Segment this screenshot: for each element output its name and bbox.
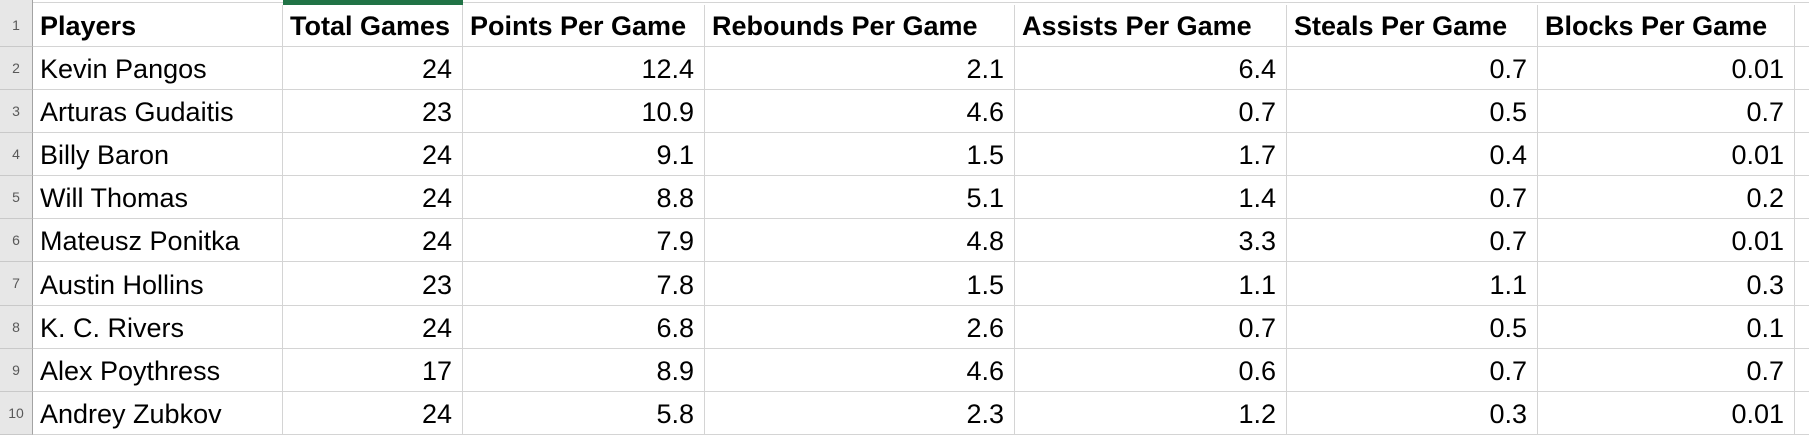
row-number[interactable]: 4 xyxy=(0,133,33,177)
stat-cell[interactable]: 24 xyxy=(283,305,463,349)
stat-cell[interactable]: 0.1 xyxy=(1538,305,1795,349)
stat-cell[interactable]: 1.5 xyxy=(705,262,1015,306)
empty-cell[interactable] xyxy=(1795,133,1809,177)
stat-cell[interactable]: 0.7 xyxy=(1287,219,1538,263)
stat-cell[interactable]: 0.3 xyxy=(1538,262,1795,306)
stat-cell[interactable]: 2.1 xyxy=(705,47,1015,91)
empty-cell[interactable] xyxy=(1795,262,1809,306)
column-header-cell[interactable]: Blocks Per Game xyxy=(1538,5,1795,47)
stat-cell[interactable]: 3.3 xyxy=(1015,219,1287,263)
selected-column-green-indicator xyxy=(283,0,463,5)
stat-cell[interactable]: 0.7 xyxy=(1287,47,1538,91)
stat-cell[interactable]: 12.4 xyxy=(463,47,705,91)
player-name-cell[interactable]: Alex Poythress xyxy=(33,348,283,392)
stat-cell[interactable]: 7.9 xyxy=(463,219,705,263)
column-header-cell[interactable]: Assists Per Game xyxy=(1015,5,1287,47)
stat-cell[interactable]: 24 xyxy=(283,176,463,220)
stat-cell[interactable]: 0.01 xyxy=(1538,133,1795,177)
stat-cell[interactable]: 17 xyxy=(283,348,463,392)
stat-cell[interactable]: 7.8 xyxy=(463,262,705,306)
player-name-cell[interactable]: K. C. Rivers xyxy=(33,305,283,349)
row-number[interactable]: 2 xyxy=(0,47,33,91)
stat-cell[interactable]: 10.9 xyxy=(463,90,705,134)
player-name-cell[interactable]: Kevin Pangos xyxy=(33,47,283,91)
empty-cell[interactable] xyxy=(1795,349,1809,392)
row-number[interactable]: 7 xyxy=(0,262,33,306)
stat-cell[interactable]: 0.3 xyxy=(1287,391,1538,435)
stat-cell[interactable]: 0.5 xyxy=(1287,90,1538,134)
row-number[interactable]: 5 xyxy=(0,176,33,220)
row-header-gutter-top xyxy=(0,0,33,5)
stat-cell[interactable]: 1.5 xyxy=(705,133,1015,177)
stat-cell[interactable]: 24 xyxy=(283,391,463,435)
stat-cell[interactable]: 2.6 xyxy=(705,305,1015,349)
sheet-top-gridline xyxy=(0,2,1809,3)
column-header-cell[interactable]: Players xyxy=(33,5,283,47)
empty-cell[interactable] xyxy=(1795,90,1809,134)
row-number[interactable]: 9 xyxy=(0,348,33,392)
stat-cell[interactable]: 0.7 xyxy=(1538,90,1795,134)
stat-cell[interactable]: 0.7 xyxy=(1015,90,1287,134)
player-name-cell[interactable]: Mateusz Ponitka xyxy=(33,219,283,263)
empty-cell[interactable] xyxy=(1795,5,1809,47)
row-number[interactable]: 3 xyxy=(0,90,33,134)
empty-cell[interactable] xyxy=(1795,47,1809,91)
stat-cell[interactable]: 0.01 xyxy=(1538,391,1795,435)
stat-cell[interactable]: 0.6 xyxy=(1015,348,1287,392)
sheet-grid: 1 Players Total Games Points Per Game Reboun… xyxy=(0,5,1809,435)
empty-cell[interactable] xyxy=(1795,176,1809,220)
stat-cell[interactable]: 24 xyxy=(283,219,463,263)
stat-cell[interactable]: 1.1 xyxy=(1015,262,1287,306)
stat-cell[interactable]: 6.8 xyxy=(463,305,705,349)
player-name-cell[interactable]: Arturas Gudaitis xyxy=(33,90,283,134)
row-number[interactable]: 1 xyxy=(0,5,33,47)
empty-cell[interactable] xyxy=(1795,392,1809,435)
stat-cell[interactable]: 23 xyxy=(283,90,463,134)
stat-cell[interactable]: 0.2 xyxy=(1538,176,1795,220)
player-name-cell[interactable]: Will Thomas xyxy=(33,176,283,220)
stat-cell[interactable]: 0.01 xyxy=(1538,47,1795,91)
stat-cell[interactable]: 5.8 xyxy=(463,391,705,435)
stat-cell[interactable]: 23 xyxy=(283,262,463,306)
stat-cell[interactable]: 0.01 xyxy=(1538,219,1795,263)
column-header-cell[interactable]: Rebounds Per Game xyxy=(705,5,1015,47)
stat-cell[interactable]: 2.3 xyxy=(705,391,1015,435)
empty-cell[interactable] xyxy=(1795,306,1809,349)
column-header-cell[interactable]: Steals Per Game xyxy=(1287,5,1538,47)
stat-cell[interactable]: 4.6 xyxy=(705,348,1015,392)
stat-cell[interactable]: 4.6 xyxy=(705,90,1015,134)
stat-cell[interactable]: 6.4 xyxy=(1015,47,1287,91)
stat-cell[interactable]: 24 xyxy=(283,47,463,91)
stat-cell[interactable]: 5.1 xyxy=(705,176,1015,220)
stat-cell[interactable]: 1.4 xyxy=(1015,176,1287,220)
stat-cell[interactable]: 8.8 xyxy=(463,176,705,220)
stat-cell[interactable]: 4.8 xyxy=(705,219,1015,263)
stat-cell[interactable]: 0.7 xyxy=(1287,176,1538,220)
player-name-cell[interactable]: Billy Baron xyxy=(33,133,283,177)
stat-cell[interactable]: 0.7 xyxy=(1538,348,1795,392)
row-number[interactable]: 8 xyxy=(0,305,33,349)
column-header-cell[interactable]: Total Games xyxy=(283,5,463,47)
stat-cell[interactable]: 1.7 xyxy=(1015,133,1287,177)
column-header-cell[interactable]: Points Per Game xyxy=(463,5,705,47)
column-header-strip xyxy=(0,0,1809,5)
row-number[interactable]: 10 xyxy=(0,391,33,435)
empty-cell[interactable] xyxy=(1795,219,1809,263)
row-number[interactable]: 6 xyxy=(0,219,33,263)
stat-cell[interactable]: 1.1 xyxy=(1287,262,1538,306)
stat-cell[interactable]: 0.5 xyxy=(1287,305,1538,349)
stat-cell[interactable]: 0.7 xyxy=(1015,305,1287,349)
player-name-cell[interactable]: Andrey Zubkov xyxy=(33,391,283,435)
stat-cell[interactable]: 8.9 xyxy=(463,348,705,392)
stat-cell[interactable]: 1.2 xyxy=(1015,391,1287,435)
stat-cell[interactable]: 9.1 xyxy=(463,133,705,177)
player-name-cell[interactable]: Austin Hollins xyxy=(33,262,283,306)
stat-cell[interactable]: 0.7 xyxy=(1287,348,1538,392)
stat-cell[interactable]: 0.4 xyxy=(1287,133,1538,177)
stat-cell[interactable]: 24 xyxy=(283,133,463,177)
